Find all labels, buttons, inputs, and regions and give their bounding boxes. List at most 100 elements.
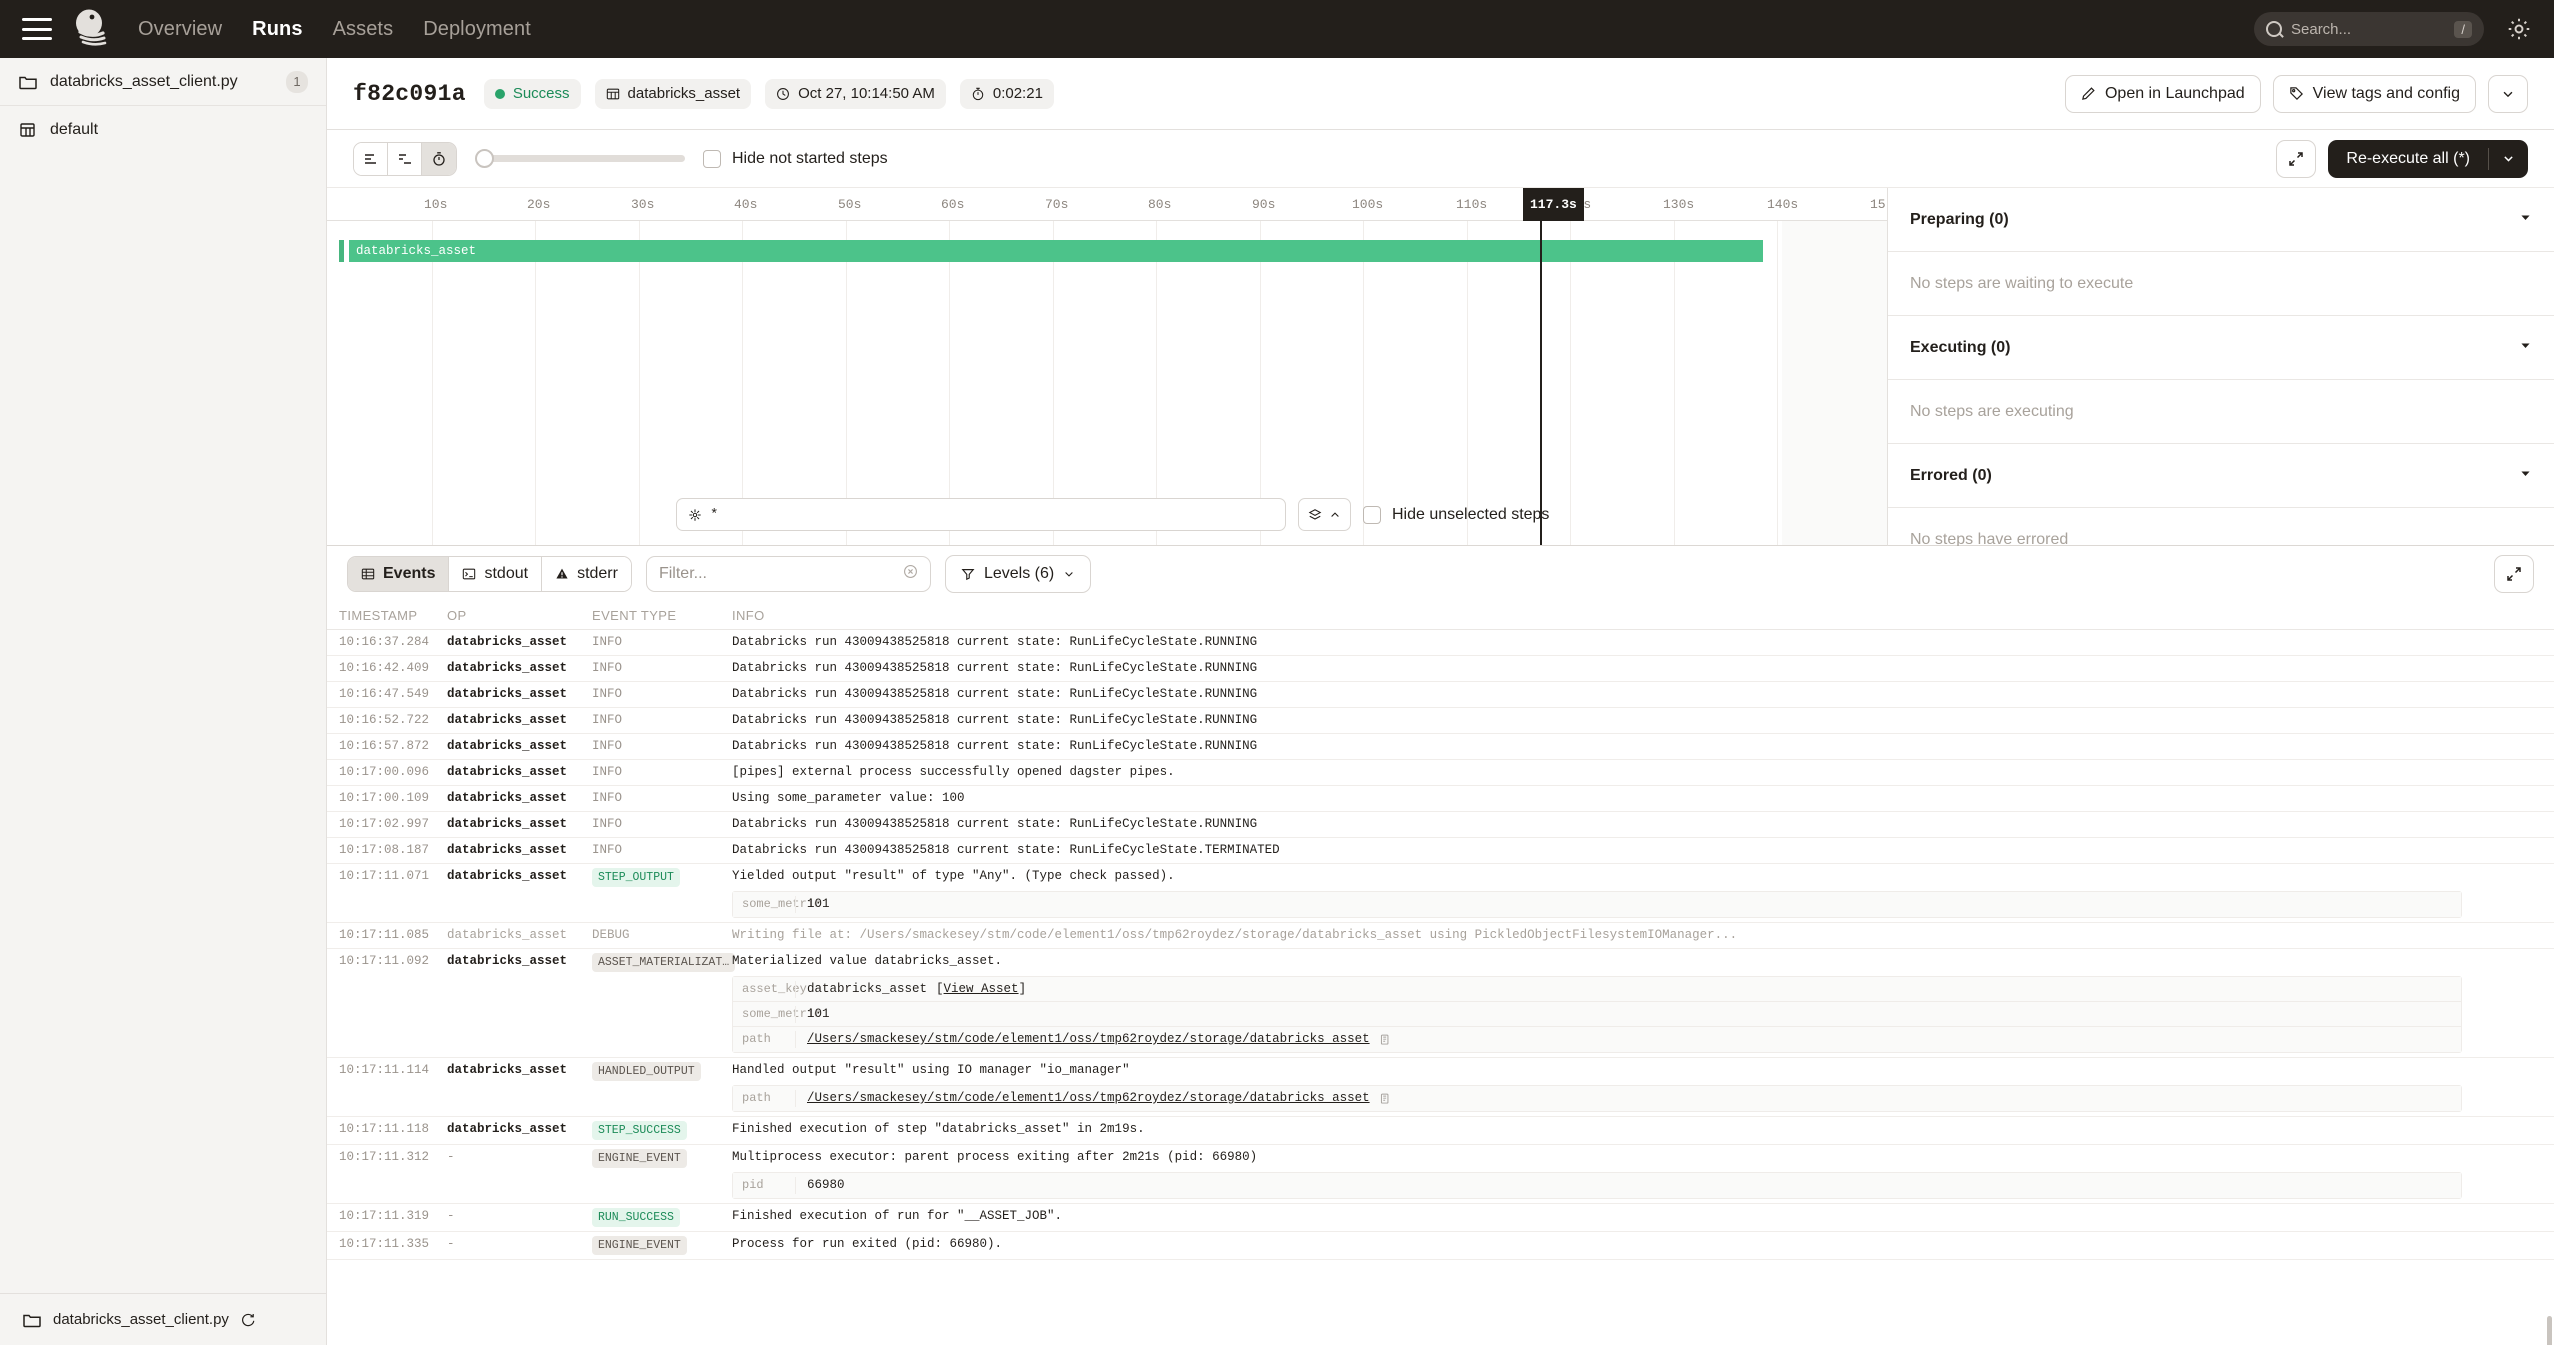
- table-row[interactable]: 10:17:11.092 databricks_asset ASSET_MATERI…: [327, 949, 2554, 1058]
- expand-icon[interactable]: [2494, 555, 2534, 593]
- gantt-toolbar-actions: Re-execute all (*): [2276, 139, 2528, 178]
- axis-tick: 90s: [1252, 197, 1276, 212]
- cell-info: Databricks run 43009438525818 current st…: [732, 660, 2554, 677]
- hide-not-started-steps-checkbox[interactable]: Hide not started steps: [703, 149, 888, 168]
- logs-filter-placeholder: Filter...: [658, 565, 707, 582]
- sidebar-item-databricks-asset-client[interactable]: databricks_asset_client.py 1: [0, 58, 326, 106]
- sidebar-item-default[interactable]: default: [0, 106, 326, 154]
- open-in-launchpad-button[interactable]: Open in Launchpad: [2064, 74, 2261, 113]
- table-row[interactable]: 10:17:02.997 databricks_asset INFO Databric…: [327, 812, 2554, 838]
- tab-stdout[interactable]: stdout: [449, 557, 543, 591]
- table-row[interactable]: 10:16:57.872 databricks_asset INFO Databric…: [327, 734, 2554, 760]
- event-message: Multiprocess executor: parent process ex…: [732, 1150, 1258, 1164]
- dagster-logo[interactable]: [70, 8, 112, 50]
- reexecute-all-button[interactable]: Re-execute all (*): [2328, 139, 2528, 178]
- table-row[interactable]: 10:17:11.071 databricks_asset STEP_OUTPUT Y…: [327, 864, 2554, 923]
- cell-info: Finished execution of step "databricks_a…: [732, 1121, 2554, 1138]
- run-more-actions-button[interactable]: [2488, 74, 2528, 113]
- metadata-path-link[interactable]: /Users/smackesey/stm/code/element1/oss/t…: [807, 1091, 1370, 1105]
- table-row[interactable]: 10:17:08.187 databricks_asset INFO Databric…: [327, 838, 2554, 864]
- event-message: Databricks run 43009438525818 current st…: [732, 713, 1258, 727]
- logs-filter-input[interactable]: Filter...: [645, 556, 931, 592]
- cell-event-type: INFO: [592, 713, 623, 727]
- hamburger-icon[interactable]: [22, 18, 52, 40]
- panel-section-preparing[interactable]: Preparing (0): [1888, 188, 2554, 252]
- table-row[interactable]: 10:17:00.096 databricks_asset INFO [pipes] …: [327, 760, 2554, 786]
- tag-icon: [2289, 87, 2303, 100]
- cell-event-type: INFO: [592, 687, 623, 701]
- run-status-panel: Preparing (0) No steps are waiting to ex…: [1888, 188, 2554, 636]
- waterfall-view-icon[interactable]: [388, 142, 422, 175]
- cell-event-type: INFO: [592, 791, 623, 805]
- table-row[interactable]: 10:17:11.335 - ENGINE_EVENT Process for run…: [327, 1232, 2554, 1260]
- cell-timestamp: 10:17:11.335: [339, 1237, 430, 1251]
- table-row[interactable]: 10:16:37.284 databricks_asset INFO Databric…: [327, 630, 2554, 656]
- funnel-icon: [961, 569, 975, 581]
- nav-link-runs[interactable]: Runs: [252, 17, 303, 40]
- global-search-input[interactable]: Search... /: [2254, 12, 2484, 46]
- gantt-zoom-slider[interactable]: [475, 142, 685, 176]
- slider-knob[interactable]: [475, 149, 494, 168]
- clock-icon: [777, 87, 790, 100]
- logs-toolbar: Events stdout stderr Filter... Levels (6…: [327, 546, 2554, 602]
- reexecute-options-caret[interactable]: [2489, 152, 2528, 165]
- copy-icon[interactable]: [1379, 1092, 1392, 1106]
- nav-link-overview[interactable]: Overview: [138, 17, 223, 40]
- axis-tick: 100s: [1352, 197, 1384, 212]
- metadata-row: path/Users/smackesey/stm/code/element1/o…: [733, 1086, 2461, 1111]
- job-chip[interactable]: databricks_asset: [594, 78, 752, 109]
- tab-events[interactable]: Events: [348, 557, 450, 591]
- view-tags-and-config-button[interactable]: View tags and config: [2272, 74, 2476, 113]
- timing-view-icon[interactable]: [422, 142, 456, 175]
- table-row[interactable]: 10:17:11.118 databricks_asset STEP_SUCCESS…: [327, 1117, 2554, 1145]
- job-chip-label: databricks_asset: [627, 85, 741, 102]
- refresh-icon[interactable]: [240, 1312, 256, 1328]
- table-row[interactable]: 10:16:42.409 databricks_asset INFO Databric…: [327, 656, 2554, 682]
- event-type-badge: ENGINE_EVENT: [592, 1149, 687, 1168]
- nav-link-assets[interactable]: Assets: [332, 17, 394, 40]
- view-asset-link[interactable]: [View Asset]: [936, 981, 1027, 996]
- expand-icon[interactable]: [2276, 139, 2317, 178]
- gear-icon[interactable]: [2506, 16, 2532, 42]
- table-row[interactable]: 10:17:00.109 databricks_asset INFO Using so…: [327, 786, 2554, 812]
- hide-unselected-steps-checkbox[interactable]: Hide unselected steps: [1363, 505, 1549, 524]
- chevron-down-icon[interactable]: [2519, 211, 2532, 229]
- section-title: Preparing (0): [1910, 210, 2009, 228]
- tab-stderr[interactable]: stderr: [542, 557, 631, 591]
- chevron-down-icon[interactable]: [2519, 339, 2532, 357]
- gantt-step-bar[interactable]: databricks_asset: [349, 240, 1763, 262]
- panel-section-errored[interactable]: Errored (0): [1888, 444, 2554, 508]
- table-row[interactable]: 10:16:47.549 databricks_asset INFO Databric…: [327, 682, 2554, 708]
- clear-icon[interactable]: [903, 564, 918, 584]
- panel-section-executing[interactable]: Executing (0): [1888, 316, 2554, 380]
- step-query-input[interactable]: *: [676, 498, 1286, 531]
- event-log-table[interactable]: TIMESTAMP OP EVENT TYPE INFO 10:16:37.28…: [327, 602, 2554, 1345]
- column-header-info: INFO: [732, 608, 765, 623]
- cell-info: Yielded output "result" of type "Any". (…: [732, 868, 2554, 918]
- copy-icon[interactable]: [1379, 1033, 1392, 1047]
- gantt-layers-button[interactable]: [1298, 498, 1351, 531]
- cell-event-type: ENGINE_EVENT: [592, 1236, 732, 1255]
- table-row[interactable]: 10:16:52.722 databricks_asset INFO Databric…: [327, 708, 2554, 734]
- gantt-step-start-tick: [339, 240, 344, 262]
- logs-scrollbar[interactable]: [2547, 1316, 2552, 1345]
- chevron-down-icon[interactable]: [2519, 467, 2532, 485]
- table-row[interactable]: 10:17:11.319 - RUN_SUCCESS Finished executi…: [327, 1204, 2554, 1232]
- flat-view-icon[interactable]: [354, 142, 388, 175]
- table-row[interactable]: 10:17:11.114 databricks_asset HANDLED_OUTP…: [327, 1058, 2554, 1117]
- cell-event-type: STEP_SUCCESS: [592, 1121, 732, 1140]
- cell-info: Databricks run 43009438525818 current st…: [732, 712, 2554, 729]
- event-message: Yielded output "result" of type "Any". (…: [732, 869, 1175, 883]
- table-row[interactable]: 10:17:11.312 - ENGINE_EVENT Multiprocess ex…: [327, 1145, 2554, 1204]
- axis-tick: 15: [1870, 197, 1886, 212]
- chevron-down-icon: [2503, 91, 2513, 97]
- cell-op: databricks_asset: [447, 928, 568, 942]
- table-row[interactable]: 10:17:11.085 databricks_asset DEBUG Writing…: [327, 923, 2554, 949]
- cell-timestamp: 10:16:37.284: [339, 635, 430, 649]
- metadata-path-link[interactable]: /Users/smackesey/stm/code/element1/oss/t…: [807, 1032, 1370, 1046]
- grid-icon: [20, 123, 35, 137]
- cell-event-type: INFO: [592, 739, 623, 753]
- timestamp-chip: Oct 27, 10:14:50 AM: [765, 78, 946, 109]
- levels-filter-button[interactable]: Levels (6): [944, 555, 1092, 593]
- nav-link-deployment[interactable]: Deployment: [423, 17, 531, 40]
